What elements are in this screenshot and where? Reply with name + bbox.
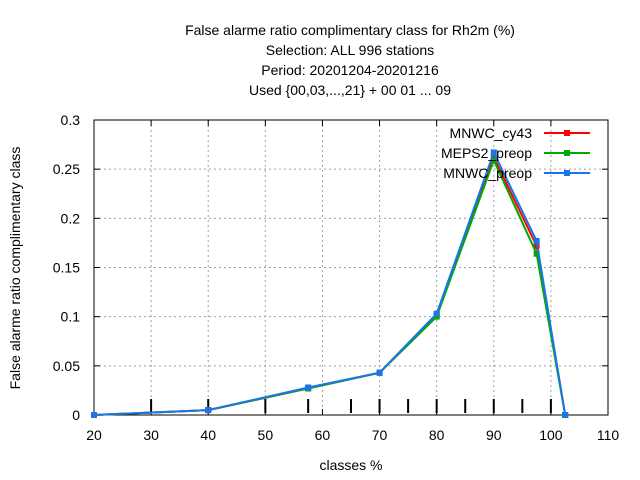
x-tick-label: 70 (372, 427, 388, 443)
x-tick-label: 60 (315, 427, 331, 443)
data-point (433, 310, 440, 317)
x-tick-label: 50 (258, 427, 274, 443)
y-tick-label: 0.3 (61, 112, 81, 128)
x-tick-label: 20 (86, 427, 102, 443)
title-line: Period: 20201204-20201216 (261, 62, 439, 78)
legend: MNWC_cy43 MEPS2_preop MNWC_preop (441, 125, 590, 181)
y-tick-label: 0.2 (61, 210, 81, 226)
legend-marker (564, 150, 570, 156)
y-axis-label: False alarme ratio complimentary class (7, 147, 23, 390)
series-line (93, 154, 567, 416)
series-MNWC_cy43 (91, 154, 569, 418)
data-point (205, 407, 212, 414)
x-tick-label: 90 (486, 427, 502, 443)
y-tick-label: 0 (72, 407, 80, 423)
data-point (490, 157, 497, 164)
x-tick-label: 110 (597, 427, 620, 443)
title-line: Selection: ALL 996 stations (266, 42, 434, 58)
data-point (533, 237, 540, 244)
y-tick-label: 0.25 (53, 161, 80, 177)
series (91, 149, 569, 418)
y-tick-label: 0.1 (61, 309, 81, 325)
series-MNWC_preop (91, 149, 569, 418)
title-line: Used {00,03,...,21} + 00 01 ... 09 (249, 82, 451, 98)
y-tick-label: 0.05 (53, 358, 80, 374)
data-point (533, 250, 540, 257)
y-tick-label: 0.15 (53, 260, 80, 276)
series-line (93, 157, 567, 416)
legend-label: MEPS2_preop (441, 145, 532, 161)
data-point (91, 412, 97, 418)
x-tick-label: 80 (429, 427, 445, 443)
data-point (562, 412, 569, 418)
axes: 20 30 40 50 60 70 80 90 100 110 0 0.05 0.1 0.15 0.2 0.2… (53, 112, 620, 443)
x-tick-label: 100 (539, 427, 563, 443)
legend-marker (564, 170, 570, 176)
legend-label: MNWC_cy43 (450, 125, 533, 141)
grid (94, 120, 608, 415)
series-line (93, 149, 567, 416)
x-tick-label: 40 (200, 427, 216, 443)
data-point (305, 384, 312, 391)
data-point (490, 149, 497, 156)
x-markers (150, 399, 552, 413)
title-line: False alarme ratio complimentary class f… (185, 22, 515, 38)
series-MEPS2_preop (91, 157, 569, 418)
x-tick-label: 30 (143, 427, 159, 443)
data-point (376, 369, 383, 376)
legend-marker (564, 130, 570, 136)
chart-title: False alarme ratio complimentary class f… (185, 22, 515, 98)
x-axis-label: classes % (319, 457, 382, 473)
legend-label: MNWC_preop (443, 165, 532, 181)
